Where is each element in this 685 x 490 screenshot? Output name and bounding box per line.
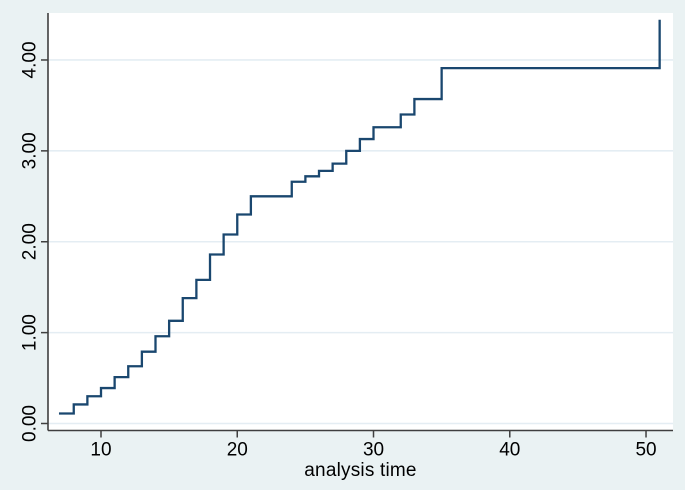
plot-area [48, 13, 673, 431]
x-tick-label: 20 [227, 440, 248, 461]
x-axis-title: analysis time [304, 460, 417, 481]
y-tick-label: 2.00 [20, 223, 41, 260]
x-tick-label: 10 [90, 440, 111, 461]
x-tick-label: 30 [363, 440, 384, 461]
y-tick-label: 1.00 [20, 314, 41, 351]
y-tick-label: 0.00 [20, 405, 41, 442]
cumulative-hazard-step-line [58, 19, 661, 415]
y-tick-label: 3.00 [20, 132, 41, 169]
x-tick-label: 50 [635, 440, 656, 461]
y-tick-label: 4.00 [20, 41, 41, 78]
x-tick-label: 40 [499, 440, 520, 461]
